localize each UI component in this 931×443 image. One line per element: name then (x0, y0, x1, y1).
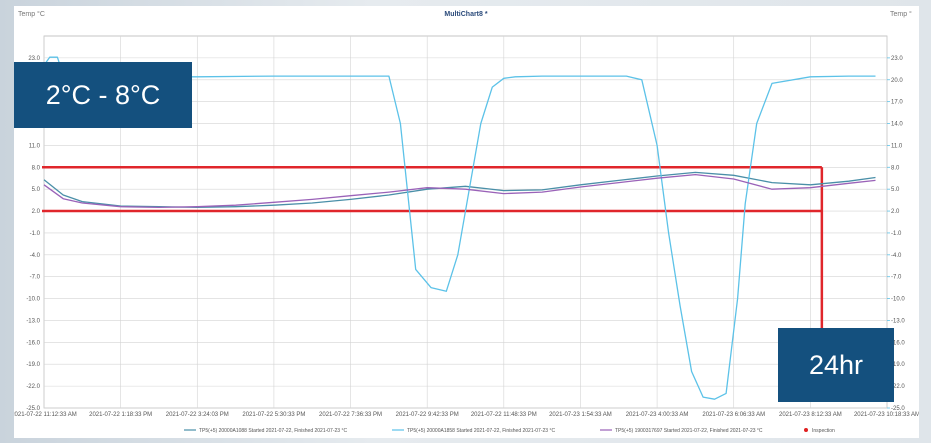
y-tick-label-right: 14.0 (891, 122, 903, 128)
y-tick-label-right: 8.0 (891, 165, 900, 171)
legend-entry-inspection: Inspection (812, 428, 835, 434)
y-tick-label-left: -19.0 (26, 362, 40, 368)
series-line-2 (43, 56, 876, 400)
x-tick-label: 2021-07-23 6:06:33 AM (702, 412, 765, 418)
x-tick-label: 2021-07-22 3:24:03 PM (166, 412, 229, 418)
y-tick-label-right: -16.0 (891, 340, 905, 346)
chart-title: MultiChart8 * (444, 11, 487, 18)
x-tick-label: 2021-07-23 4:00:33 AM (626, 412, 689, 418)
y-tick-label-left: 5.0 (32, 187, 41, 193)
legend-entry: TP5(+5) 20000A1088 Started 2021-07-22, F… (199, 428, 347, 434)
y-tick-label-right: -10.0 (891, 297, 905, 303)
legend-inspection-marker (804, 428, 808, 432)
y-tick-label-right: -25.0 (891, 406, 905, 412)
x-tick-label: 2021-07-23 1:54:33 AM (549, 412, 612, 418)
y-tick-label-left: -10.0 (26, 297, 40, 303)
y-tick-label-left: 8.0 (32, 165, 41, 171)
y-tick-label-right: 20.0 (891, 78, 903, 84)
legend-entry: TP5(+5) 20000A1858 Started 2021-07-22, F… (407, 428, 555, 434)
x-tick-label: 2021-07-23 8:12:33 AM (779, 412, 842, 418)
y-tick-label-right: 5.0 (891, 187, 900, 193)
y-tick-label-right: 23.0 (891, 56, 903, 62)
y-tick-label-left: -22.0 (26, 384, 40, 390)
y-tick-label-left: -25.0 (26, 406, 40, 412)
x-tick-label: 2021-07-22 11:12:33 AM (14, 412, 77, 418)
x-tick-label: 2021-07-22 1:18:33 PM (89, 412, 152, 418)
y-axis-label-left: Temp °C (18, 10, 45, 18)
y-tick-label-right: 2.0 (891, 209, 900, 215)
y-axis-label-right: Temp ° (890, 10, 912, 18)
legend-entry: TP5(+5) 1900317697 Started 2021-07-22, F… (615, 428, 763, 434)
x-tick-label: 2021-07-22 9:42:33 PM (396, 412, 459, 418)
y-tick-label-left: 2.0 (32, 209, 41, 215)
y-tick-label-right: -7.0 (891, 275, 902, 281)
y-tick-label-right: -19.0 (891, 362, 905, 368)
y-tick-label-right: 11.0 (891, 143, 903, 149)
y-tick-label-right: -22.0 (891, 384, 905, 390)
y-tick-label-right: 17.0 (891, 100, 903, 106)
data-series (43, 56, 876, 400)
temperature-range-badge: 2°C - 8°C (14, 62, 192, 128)
y-tick-label-left: -1.0 (30, 231, 41, 237)
x-tick-label: 2021-07-23 10:18:33 AM (854, 412, 919, 418)
y-tick-label-left: -7.0 (30, 275, 41, 281)
y-tick-label-right: -13.0 (891, 318, 905, 324)
x-tick-label: 2021-07-22 5:30:33 PM (242, 412, 305, 418)
duration-badge: 24hr (778, 328, 894, 402)
y-tick-label-left: 23.0 (28, 56, 40, 62)
y-tick-label-left: -16.0 (26, 340, 40, 346)
series-line-3 (43, 173, 876, 209)
y-tick-label-left: -13.0 (26, 318, 40, 324)
y-tick-label-left: 11.0 (29, 143, 41, 149)
y-tick-label-right: -4.0 (891, 253, 902, 259)
series-line-1 (43, 171, 876, 209)
legend: TP5(+5) 20000A1088 Started 2021-07-22, F… (184, 428, 835, 434)
x-tick-label: 2021-07-22 7:36:33 PM (319, 412, 382, 418)
y-tick-label-right: -1.0 (891, 231, 902, 237)
x-tick-label: 2021-07-22 11:48:33 PM (471, 412, 537, 418)
highlight-overlay (42, 166, 824, 328)
y-tick-label-left: -4.0 (30, 253, 41, 259)
